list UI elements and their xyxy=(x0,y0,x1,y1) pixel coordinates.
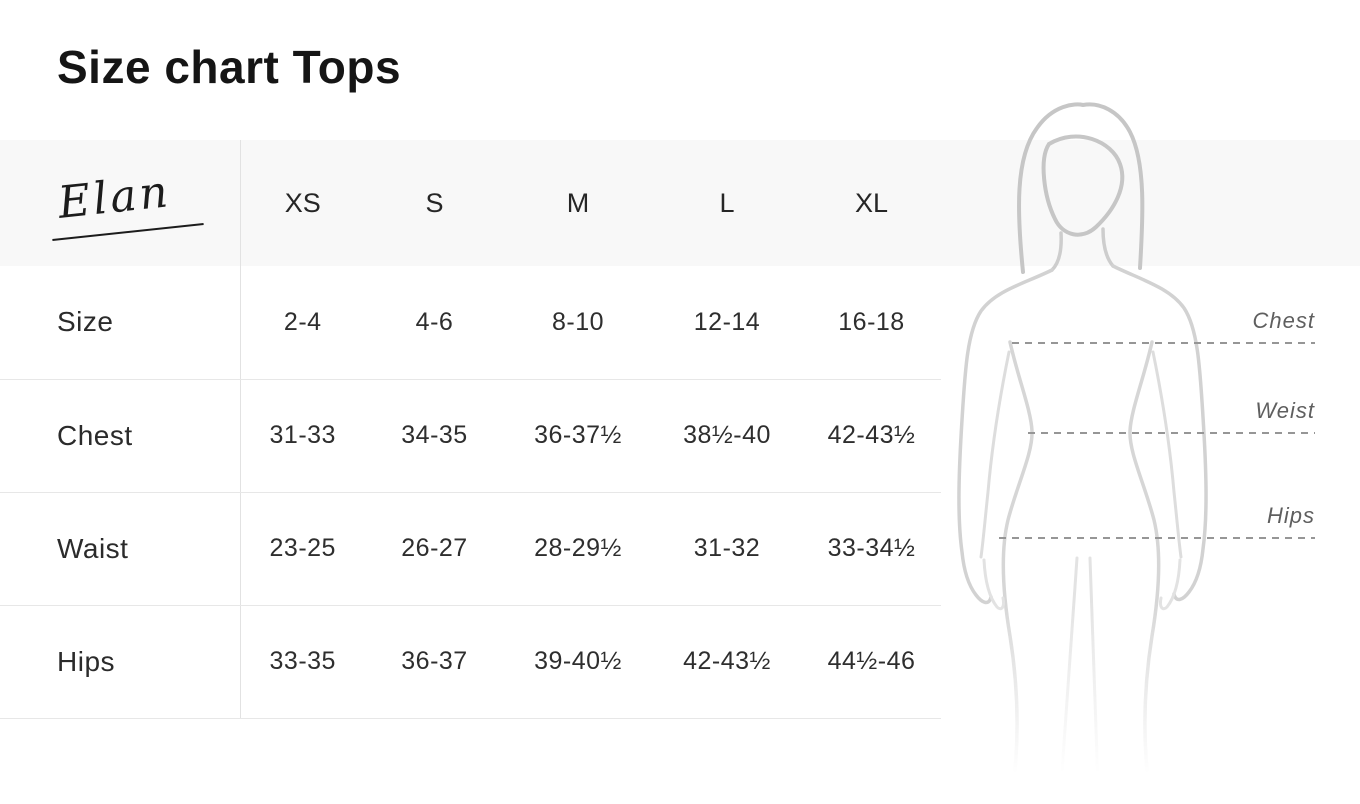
hips-l-value: 42-43½ xyxy=(652,605,802,719)
table-row-size: Size 2-4 4-6 8-10 12-14 16-18 xyxy=(0,266,941,380)
waist-s-value: 26-27 xyxy=(365,492,504,606)
size-l-value: 12-14 xyxy=(652,266,802,380)
weist-dashed-line xyxy=(1028,432,1315,434)
size-s-value: 4-6 xyxy=(365,266,504,380)
page-title: Size chart Tops xyxy=(57,41,402,93)
figure-fade-overlay xyxy=(930,600,1360,804)
row-label-waist: Waist xyxy=(0,492,241,606)
table-row-waist: Waist 23-25 26-27 28-29½ 31-32 33-34½ xyxy=(0,492,941,606)
size-xl-value: 16-18 xyxy=(802,266,941,380)
chest-measurement-label: Chest xyxy=(1252,308,1315,333)
size-chart-table: Elan XS S M L XL Size 2-4 4-6 8-10 12-14… xyxy=(0,140,941,719)
left-torso-line xyxy=(1001,340,1034,772)
hips-m-value: 39-40½ xyxy=(504,605,652,719)
chest-dashed-line xyxy=(1012,342,1315,344)
brand-logo: Elan xyxy=(52,166,205,241)
hips-xl-value: 44½-46 xyxy=(802,605,941,719)
left-hand-line xyxy=(982,558,1005,611)
chest-xs-value: 31-33 xyxy=(240,379,365,493)
waist-xl-value: 33-34½ xyxy=(802,492,941,606)
row-label-hips: Hips xyxy=(0,605,241,719)
right-hand-line xyxy=(1159,558,1182,611)
column-header-l: L xyxy=(719,187,735,218)
left-inner-leg-line xyxy=(1059,556,1079,788)
chest-m-value: 36-37½ xyxy=(504,379,652,493)
left-inner-arm-line xyxy=(979,350,1011,559)
column-header-m: M xyxy=(566,187,590,218)
right-torso-line xyxy=(1128,340,1161,772)
row-label-chest: Chest xyxy=(0,379,241,493)
right-inner-arm-line xyxy=(1151,350,1183,559)
row-label-size: Size xyxy=(0,266,241,380)
chest-xl-value: 42-43½ xyxy=(802,379,941,493)
chest-measurement-guide: Chest xyxy=(1012,308,1315,344)
waist-xs-value: 23-25 xyxy=(240,492,365,606)
size-xs-value: 2-4 xyxy=(240,266,365,380)
table-header-row: Elan XS S M L XL xyxy=(0,140,941,266)
chest-l-value: 38½-40 xyxy=(652,379,802,493)
hips-measurement-label: Hips xyxy=(1266,503,1315,528)
waist-l-value: 31-32 xyxy=(652,492,802,606)
table-row-chest: Chest 31-33 34-35 36-37½ 38½-40 42-43½ xyxy=(0,379,941,493)
hips-measurement-guide: Hips xyxy=(999,503,1315,539)
column-header-xl: XL xyxy=(854,187,889,218)
left-shoulder-arm-line xyxy=(957,268,1054,605)
right-shoulder-arm-line xyxy=(1111,264,1208,602)
column-header-s: S xyxy=(425,187,444,218)
weist-measurement-guide: Weist xyxy=(1028,398,1315,434)
hips-s-value: 36-37 xyxy=(365,605,504,719)
waist-m-value: 28-29½ xyxy=(504,492,652,606)
hips-xs-value: 33-35 xyxy=(240,605,365,719)
brand-logo-text: Elan xyxy=(56,165,174,229)
size-m-value: 8-10 xyxy=(504,266,652,380)
column-header-xs: XS xyxy=(284,187,321,218)
chest-s-value: 34-35 xyxy=(365,379,504,493)
hips-dashed-line xyxy=(999,537,1315,539)
brand-cell: Elan xyxy=(0,140,241,266)
right-inner-leg-line xyxy=(1088,556,1100,788)
table-row-hips: Hips 33-35 36-37 39-40½ 42-43½ 44½-46 xyxy=(0,605,941,719)
weist-measurement-label: Weist xyxy=(1255,398,1315,423)
